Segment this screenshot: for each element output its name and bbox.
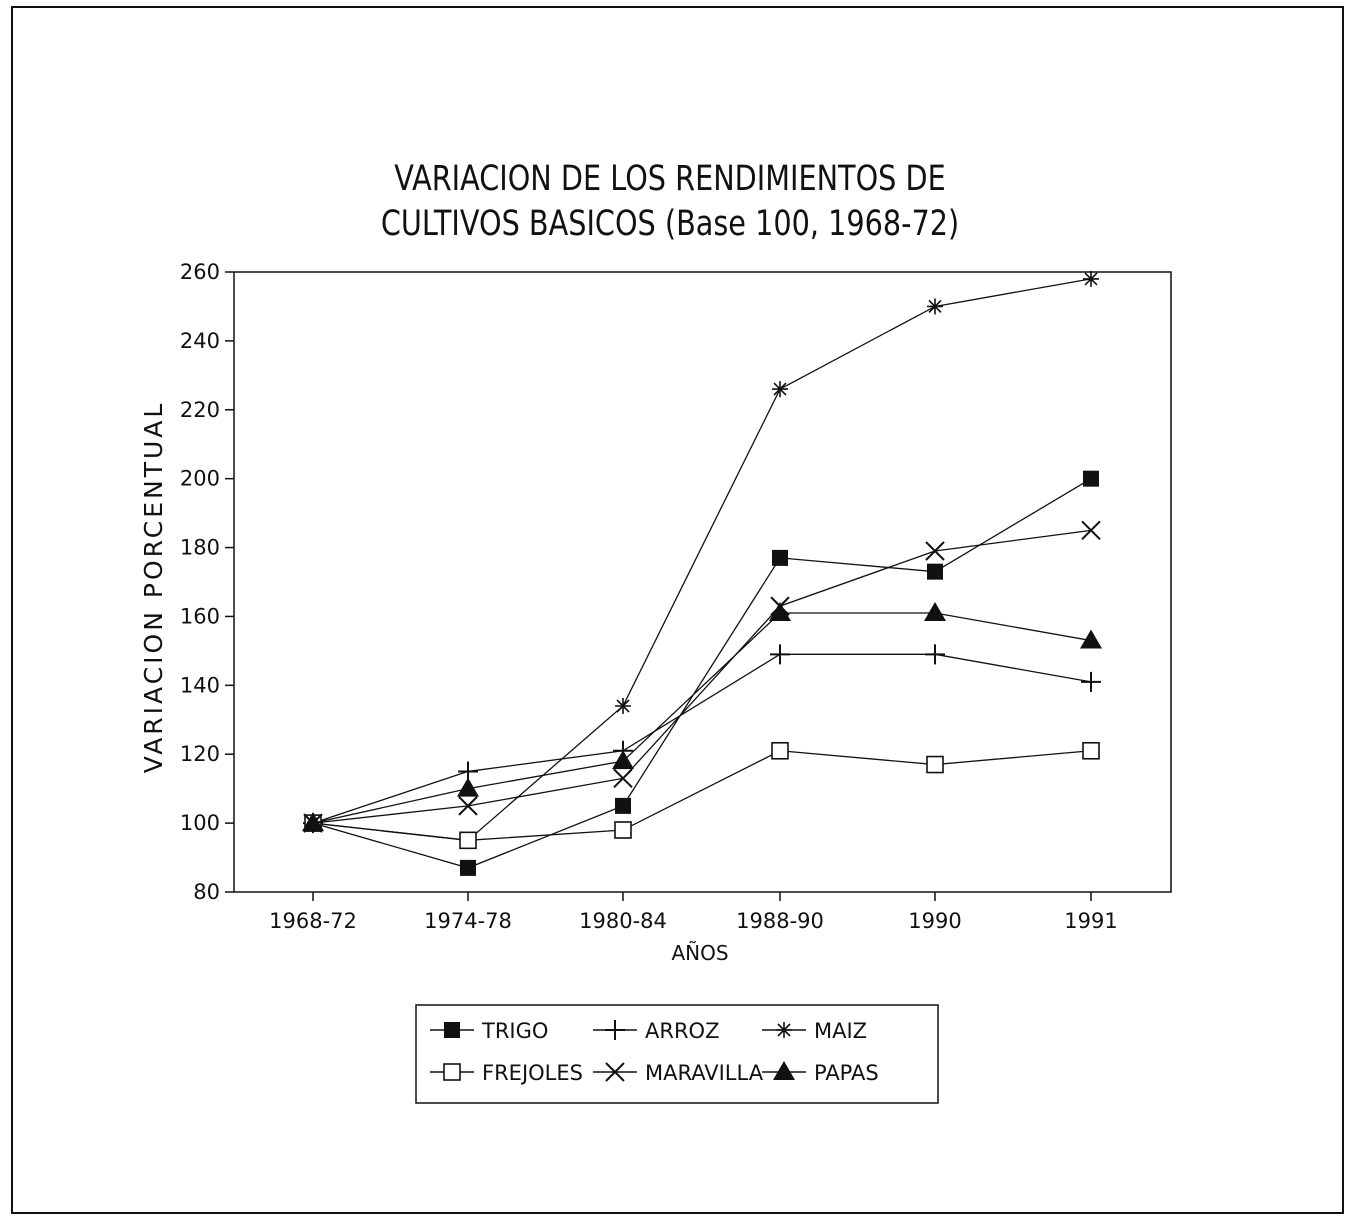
series-frejoles bbox=[304, 741, 1100, 850]
series-line bbox=[312, 750, 1092, 841]
legend-marker bbox=[444, 1022, 460, 1038]
y-axis-label: VARIACION PORCENTUAL bbox=[139, 401, 168, 774]
data-point bbox=[1081, 520, 1101, 541]
legend-label: TRIGO bbox=[481, 1019, 548, 1043]
series-trigo bbox=[305, 470, 1099, 876]
series-arroz bbox=[303, 644, 1101, 834]
data-point bbox=[926, 755, 944, 774]
plot-area bbox=[233, 271, 1172, 893]
data-point bbox=[459, 831, 477, 850]
y-tick-label: 260 bbox=[180, 260, 220, 284]
data-point bbox=[615, 698, 631, 714]
y-tick-label: 200 bbox=[180, 467, 220, 491]
legend-marker bbox=[605, 1020, 625, 1040]
series-layer bbox=[302, 270, 1102, 876]
series-maravilla bbox=[303, 520, 1101, 833]
y-tick-label: 180 bbox=[180, 536, 220, 560]
data-point bbox=[1083, 270, 1099, 287]
x-tick-label: 1980-84 bbox=[579, 909, 667, 933]
y-tick-label: 80 bbox=[193, 880, 220, 904]
data-point bbox=[927, 563, 943, 580]
legend-item: MARAVILLA bbox=[593, 1061, 764, 1085]
figure-frame bbox=[11, 6, 1344, 1214]
data-point bbox=[460, 859, 476, 876]
legend-label: FREJOLES bbox=[482, 1061, 583, 1085]
series-line bbox=[312, 529, 1092, 824]
series-line bbox=[312, 653, 1092, 824]
legend-label: MARAVILLA bbox=[645, 1061, 764, 1085]
series-line bbox=[312, 478, 1092, 869]
x-tick-label: 1990 bbox=[908, 909, 961, 933]
data-point bbox=[770, 644, 790, 665]
legend-marker bbox=[605, 1062, 625, 1082]
data-point bbox=[457, 777, 479, 797]
y-tick-label: 120 bbox=[180, 742, 220, 766]
legend-marker bbox=[776, 1022, 792, 1038]
legend-box bbox=[415, 1004, 939, 1104]
legend-label: PAPAS bbox=[814, 1061, 879, 1085]
series-line bbox=[312, 612, 1092, 824]
data-point bbox=[927, 298, 943, 315]
legend-item: TRIGO bbox=[430, 1019, 548, 1043]
x-tick-label: 1974-78 bbox=[424, 909, 512, 933]
data-point bbox=[458, 796, 478, 816]
legend-label: MAIZ bbox=[814, 1019, 867, 1043]
chart-title-line-1: VARIACION DE LOS RENDIMIENTOS DE bbox=[394, 157, 945, 199]
data-point bbox=[615, 797, 631, 814]
data-point bbox=[771, 741, 789, 760]
data-point bbox=[924, 602, 946, 621]
data-point bbox=[772, 549, 788, 566]
data-point bbox=[772, 381, 788, 398]
y-tick-label: 240 bbox=[180, 329, 220, 353]
legend: TRIGO ARROZ MAIZ FREJOLES MARAVILLA PAPAS bbox=[415, 1004, 939, 1104]
legend-item: FREJOLES bbox=[430, 1061, 583, 1085]
x-tick-label: 1968-72 bbox=[269, 909, 357, 933]
x-tick-label: 1991 bbox=[1064, 909, 1117, 933]
data-point bbox=[1083, 470, 1099, 487]
legend-label: ARROZ bbox=[645, 1019, 719, 1043]
data-point bbox=[925, 541, 945, 561]
data-point bbox=[614, 821, 632, 839]
data-point bbox=[1081, 671, 1101, 692]
data-point bbox=[613, 768, 633, 789]
y-tick-label: 160 bbox=[180, 604, 220, 628]
data-point bbox=[1080, 629, 1102, 649]
legend-marker bbox=[773, 1061, 795, 1080]
data-point bbox=[769, 602, 791, 621]
chart-title-line-2: CULTIVOS BASICOS (Base 100, 1968-72) bbox=[381, 202, 959, 244]
legend-item: MAIZ bbox=[762, 1019, 867, 1043]
series-line bbox=[312, 278, 1092, 842]
y-tick-label: 140 bbox=[180, 673, 220, 697]
x-axis: 1968-72 1974-78 1980-84 1988-90 1990 1991 bbox=[269, 892, 1118, 933]
legend-item: ARROZ bbox=[593, 1019, 719, 1043]
series-maiz bbox=[305, 270, 1099, 849]
y-tick-label: 220 bbox=[180, 398, 220, 422]
data-point bbox=[1082, 741, 1100, 760]
y-axis: 80 100 120 140 160 180 200 220 240 260 bbox=[180, 260, 234, 904]
data-point bbox=[302, 812, 324, 832]
legend-item: PAPAS bbox=[762, 1061, 879, 1085]
y-tick-label: 100 bbox=[180, 811, 220, 835]
x-tick-label: 1988-90 bbox=[736, 909, 824, 933]
legend-marker bbox=[443, 1063, 461, 1081]
data-point bbox=[612, 750, 634, 770]
x-axis-label: AÑOS bbox=[671, 941, 728, 965]
series-papas bbox=[302, 602, 1102, 832]
data-point bbox=[925, 644, 945, 665]
